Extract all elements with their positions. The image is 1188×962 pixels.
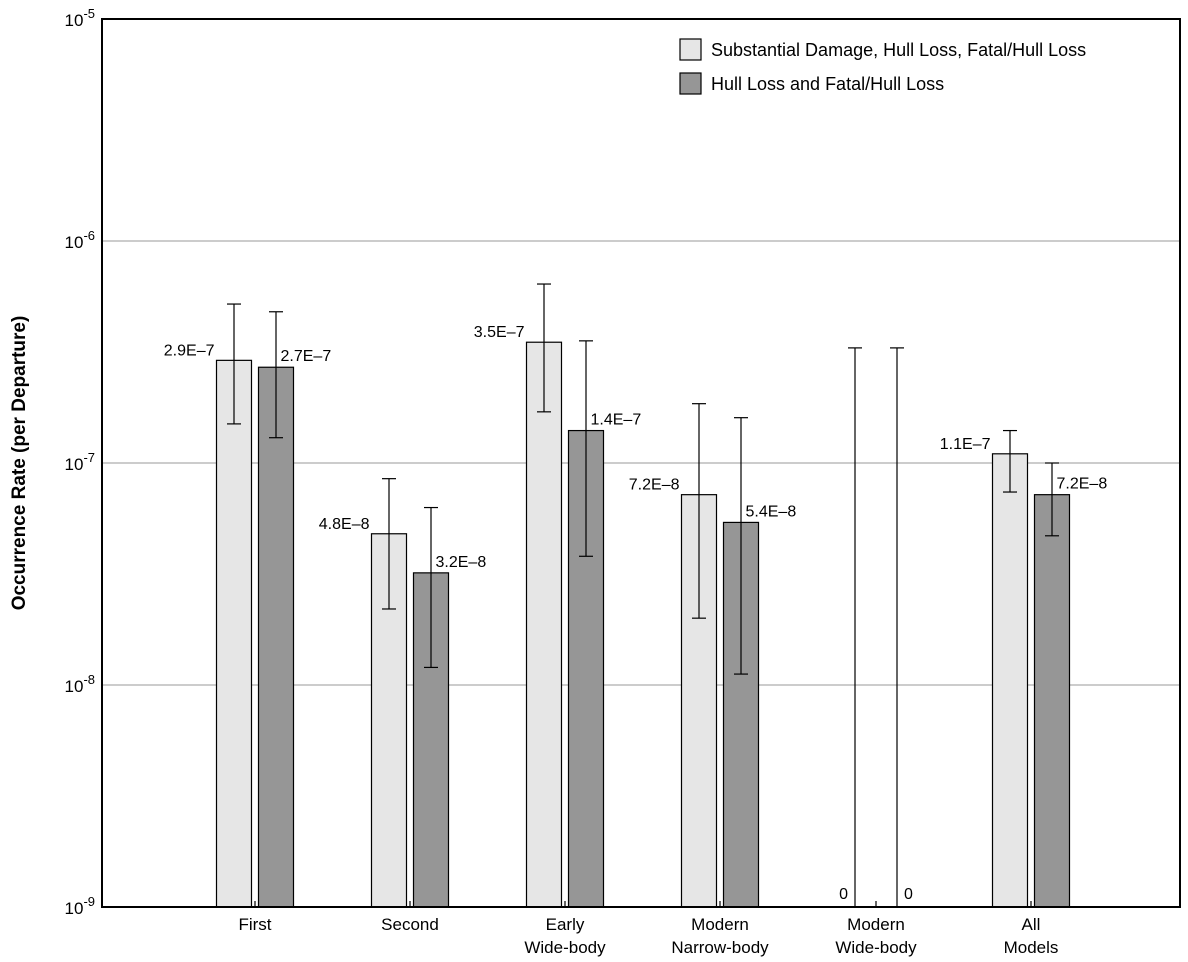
x-tick-label: Wide-body — [835, 938, 917, 957]
data-label: 0 — [839, 886, 848, 903]
x-tick-labels: First Second Early Wide-body Modern Narrow-bo… — [238, 915, 1058, 957]
data-label: 2.9E–7 — [164, 342, 215, 359]
legend-swatch — [679, 72, 702, 95]
x-tick-label: All — [1022, 915, 1041, 934]
data-label: 7.2E–8 — [629, 477, 680, 494]
bar — [991, 453, 1029, 908]
y-tick-label: 10-5 — [65, 6, 95, 30]
y-tick-label: 10-9 — [65, 894, 95, 918]
legend-label: Substantial Damage, Hull Loss, Fatal/Hul… — [711, 40, 1086, 60]
y-axis-label: Occurrence Rate (per Departure) — [9, 316, 30, 611]
y-tick-label: 10-6 — [65, 228, 95, 252]
data-label: 0 — [904, 886, 913, 903]
bar — [1033, 494, 1071, 908]
data-label: 1.1E–7 — [940, 436, 991, 453]
x-tick-label: Models — [1004, 938, 1059, 957]
y-tick-label: 10-8 — [65, 672, 95, 696]
data-label: 7.2E–8 — [1057, 476, 1108, 493]
data-label: 2.7E–7 — [281, 348, 332, 365]
x-tick-label: Modern — [847, 915, 905, 934]
bars — [215, 341, 1071, 908]
bar — [257, 366, 295, 908]
error-bars — [227, 283, 1059, 907]
bar — [215, 359, 253, 908]
x-tick-label: Wide-body — [524, 938, 606, 957]
data-label: 4.8E–8 — [319, 516, 370, 533]
y-tick-labels: 10-9 10-8 10-7 10-6 10-5 — [65, 6, 95, 918]
x-tick-label: Second — [381, 915, 439, 934]
bar — [525, 341, 563, 908]
data-label: 5.4E–8 — [746, 503, 797, 520]
plot-frame — [101, 18, 1181, 908]
y-tick-label: 10-7 — [65, 450, 95, 474]
x-tick-label: Narrow-body — [671, 938, 769, 957]
data-label: 3.5E–7 — [474, 324, 525, 341]
legend-label: Hull Loss and Fatal/Hull Loss — [711, 74, 944, 94]
legend: Substantial Damage, Hull Loss, Fatal/Hul… — [679, 38, 1086, 95]
data-label: 1.4E–7 — [591, 412, 642, 429]
data-labels: 2.9E–7 4.8E–8 3.5E–7 7.2E–8 0 1.1E–7 2.7E–7 3.2… — [164, 324, 1108, 903]
data-label: 3.2E–8 — [436, 554, 487, 571]
x-tick-label: First — [238, 915, 271, 934]
x-tick-label: Early — [546, 915, 585, 934]
legend-swatch — [679, 38, 702, 61]
x-tick-label: Modern — [691, 915, 749, 934]
